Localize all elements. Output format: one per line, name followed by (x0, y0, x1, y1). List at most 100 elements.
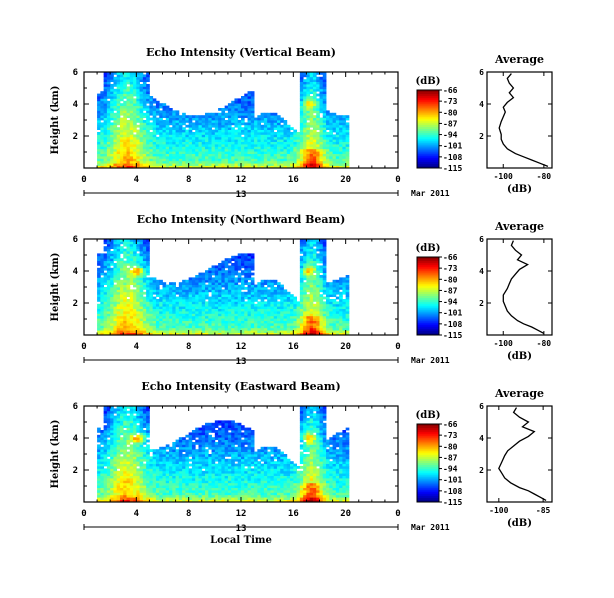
heatmap-cell (309, 270, 314, 273)
heatmap-cell (159, 308, 163, 312)
heatmap-cell (149, 284, 154, 288)
heatmap-cell (198, 291, 203, 295)
heatmap-cell (312, 86, 317, 90)
heatmap-cell (97, 294, 101, 297)
heatmap-cell (342, 158, 347, 162)
heatmap-cell (110, 243, 114, 247)
heatmap-cell (129, 120, 134, 123)
heatmap-cell (299, 98, 304, 102)
heatmap-cell (218, 282, 222, 285)
heatmap-cell (116, 263, 121, 266)
colorbar-step (417, 93, 439, 97)
heatmap-cell (286, 299, 291, 302)
heatmap-cell (214, 291, 219, 295)
heatmap-cell (146, 272, 150, 276)
heatmap-cell (332, 311, 337, 314)
heatmap-cell (299, 251, 304, 254)
heatmap-cell (106, 306, 111, 309)
heatmap-cell (306, 122, 311, 126)
heatmap-cell (316, 243, 320, 247)
heatmap-cell (152, 144, 157, 147)
heatmap-cell (100, 277, 105, 281)
x-tick-label: 0 (81, 342, 86, 352)
heatmap-cell (123, 325, 127, 329)
heatmap-cell (293, 296, 297, 300)
heatmap-cell (254, 124, 258, 128)
heatmap-cell (319, 79, 324, 82)
heatmap-cell (149, 112, 154, 116)
heatmap-cell (149, 141, 154, 145)
heatmap-cell (303, 117, 307, 121)
heatmap-cell (172, 129, 176, 133)
heatmap-cell (296, 134, 301, 138)
heatmap-cell (218, 165, 222, 169)
heatmap-cell (178, 291, 183, 295)
heatmap-cell (241, 320, 245, 324)
heatmap-cell (162, 308, 167, 312)
y-tick-label: 2 (73, 132, 78, 142)
heatmap-cell (198, 277, 203, 281)
heatmap-cell (119, 163, 124, 166)
heatmap-cell (211, 296, 216, 300)
heatmap-cell (126, 110, 131, 114)
heatmap-cell (97, 478, 101, 481)
heatmap-cell (106, 282, 111, 285)
heatmap-cell (241, 129, 245, 133)
heatmap-cell (342, 134, 347, 138)
heatmap-cell (326, 332, 330, 336)
heatmap-cell (123, 120, 127, 123)
x-tick-label: 20 (340, 342, 351, 352)
heatmap-cell (286, 327, 291, 331)
heatmap-cell (299, 277, 304, 281)
heatmap-cell (169, 160, 173, 164)
heatmap-cell (116, 105, 121, 109)
heatmap-cell (312, 251, 317, 254)
heatmap-cell (142, 313, 147, 317)
heatmap-cell (316, 272, 320, 276)
heatmap-cell (312, 144, 317, 147)
heatmap-cell (208, 148, 212, 152)
heatmap-cell (254, 311, 258, 314)
heatmap-cell (103, 454, 108, 457)
heatmap-cell (322, 325, 327, 329)
heatmap-cell (123, 141, 127, 145)
heatmap-cell (110, 124, 114, 128)
heatmap-cell (241, 160, 245, 164)
heatmap-cell (309, 258, 314, 261)
heatmap-cell (119, 79, 124, 82)
heatmap-cell (142, 251, 147, 254)
heatmap-cell (244, 315, 248, 319)
heatmap-cell (191, 291, 196, 295)
heatmap-cell (159, 105, 163, 109)
heatmap-cell (218, 306, 222, 309)
heatmap-cell (162, 136, 167, 140)
heatmap-cell (296, 308, 301, 312)
heatmap-cell (273, 124, 278, 128)
heatmap-cell (149, 327, 154, 331)
heatmap-cell (139, 141, 144, 145)
heatmap-cell (260, 330, 265, 333)
heatmap-cell (250, 93, 255, 97)
heatmap-cell (155, 315, 160, 319)
heatmap-cell (201, 127, 206, 130)
heatmap-cell (342, 311, 347, 314)
colorbar-step (417, 282, 439, 285)
heatmap-cell (205, 112, 209, 116)
heatmap-cell (241, 146, 245, 150)
heatmap-cell (267, 129, 271, 133)
heatmap-cell (152, 325, 157, 329)
heatmap-cell (250, 115, 255, 118)
heatmap-cell (139, 139, 144, 142)
heatmap-cell (126, 108, 131, 111)
heatmap-cell (316, 313, 320, 317)
heatmap-cell (335, 287, 340, 290)
heatmap-cell (172, 311, 176, 314)
heatmap-cell (110, 270, 114, 273)
heatmap-cell (123, 105, 127, 109)
heatmap-cell (110, 463, 114, 467)
heatmap-cell (178, 132, 183, 135)
heatmap-cell (244, 144, 248, 147)
heatmap-cell (303, 129, 307, 133)
heatmap-cell (146, 291, 150, 295)
heatmap-cell (250, 294, 255, 297)
